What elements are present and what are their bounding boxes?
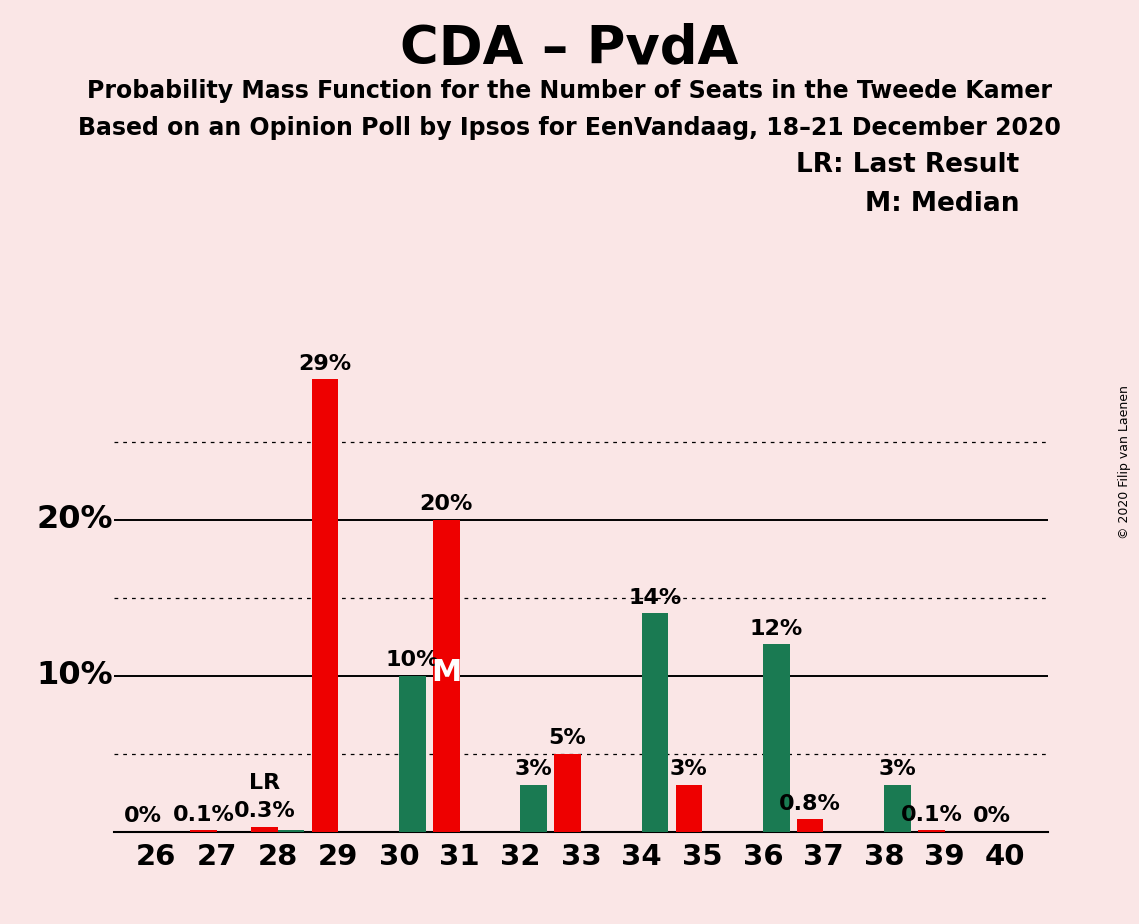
Text: 3%: 3%	[515, 760, 552, 779]
Bar	[641, 614, 669, 832]
Bar	[433, 519, 460, 832]
Bar	[884, 784, 911, 832]
Text: 0.8%: 0.8%	[779, 794, 841, 814]
Bar	[918, 830, 944, 832]
Text: M: Median: M: Median	[865, 191, 1019, 217]
Text: Based on an Opinion Poll by Ipsos for EenVandaag, 18–21 December 2020: Based on an Opinion Poll by Ipsos for Ee…	[79, 116, 1060, 140]
Text: 0.3%: 0.3%	[233, 801, 295, 821]
Text: 10%: 10%	[36, 660, 113, 691]
Text: M: M	[431, 658, 461, 687]
Text: LR: Last Result: LR: Last Result	[796, 152, 1019, 178]
Text: 0.1%: 0.1%	[901, 805, 962, 824]
Text: 5%: 5%	[549, 728, 587, 748]
Text: 3%: 3%	[670, 760, 707, 779]
Text: © 2020 Filip van Laenen: © 2020 Filip van Laenen	[1118, 385, 1131, 539]
Bar	[278, 830, 304, 832]
Bar	[555, 754, 581, 832]
Bar	[797, 819, 823, 832]
Bar	[399, 675, 426, 832]
Text: 20%: 20%	[36, 505, 113, 535]
Bar	[312, 380, 338, 832]
Text: 20%: 20%	[419, 494, 473, 515]
Text: 12%: 12%	[749, 619, 803, 639]
Text: 3%: 3%	[878, 760, 917, 779]
Text: 0%: 0%	[973, 806, 1011, 826]
Bar	[521, 784, 547, 832]
Text: Probability Mass Function for the Number of Seats in the Tweede Kamer: Probability Mass Function for the Number…	[87, 79, 1052, 103]
Text: 14%: 14%	[629, 588, 681, 608]
Text: 0%: 0%	[124, 806, 162, 826]
Bar	[763, 645, 789, 832]
Bar	[190, 830, 218, 832]
Text: 29%: 29%	[298, 354, 352, 374]
Text: 0.1%: 0.1%	[173, 805, 235, 824]
Text: 10%: 10%	[385, 650, 439, 670]
Bar	[675, 784, 702, 832]
Text: LR: LR	[248, 772, 280, 793]
Bar	[251, 827, 278, 832]
Text: CDA – PvdA: CDA – PvdA	[400, 23, 739, 75]
